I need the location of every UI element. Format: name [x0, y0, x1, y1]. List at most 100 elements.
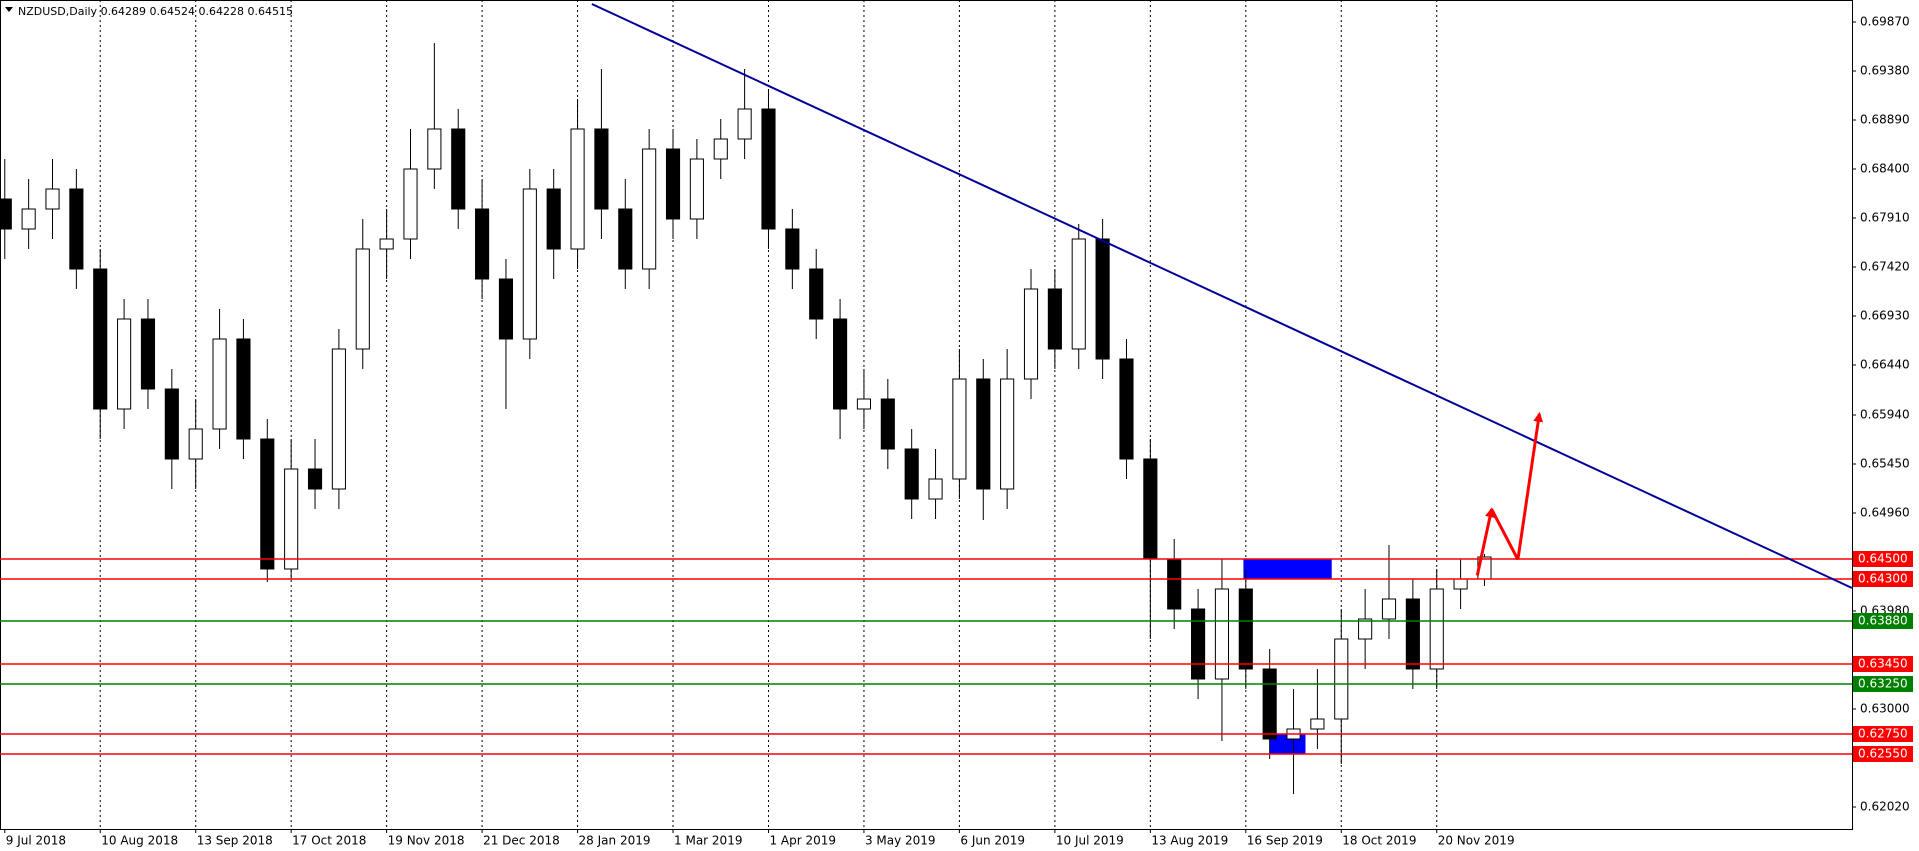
level-label-box — [1853, 726, 1913, 742]
candle-body — [498, 278, 514, 340]
candle-body — [355, 248, 370, 350]
candle-body — [1071, 238, 1086, 350]
y-tick-label: 0.69870 — [1860, 15, 1910, 29]
candle-body — [522, 188, 537, 340]
candle-body — [212, 338, 227, 430]
chart-title: NZDUSD,Daily 0.64289 0.64524 0.64228 0.6… — [18, 5, 293, 18]
candle-body — [0, 198, 12, 230]
candle-body — [642, 148, 657, 270]
candle-body — [284, 468, 299, 570]
level-label-box — [1853, 746, 1913, 762]
candle-body — [665, 148, 681, 220]
candle-body — [1238, 588, 1253, 670]
candle-body — [1000, 378, 1015, 490]
x-tick-label: 6 Jun 2019 — [960, 834, 1025, 848]
candle-body — [1453, 578, 1468, 590]
x-tick-label: 3 May 2019 — [865, 834, 936, 848]
x-tick-label: 9 Jul 2018 — [6, 834, 66, 848]
candle-body — [427, 128, 442, 170]
x-tick-label: 13 Sep 2018 — [197, 834, 273, 848]
candle-body — [880, 398, 895, 450]
y-tick-label: 0.64960 — [1860, 506, 1910, 520]
level-label: 0.63880 — [1858, 614, 1908, 628]
x-tick-label: 19 Nov 2018 — [388, 834, 465, 848]
candle-body — [93, 268, 108, 410]
trendline — [591, 3, 1853, 589]
y-tick-label: 0.68400 — [1860, 162, 1910, 176]
candle-body — [403, 168, 418, 240]
y-tick-label: 0.67910 — [1860, 211, 1910, 225]
candle-body — [952, 378, 967, 480]
candle-body — [236, 338, 251, 440]
candle-body — [331, 348, 346, 490]
candle-body — [570, 128, 585, 250]
level-label-box — [1853, 676, 1913, 692]
y-tick-label: 0.68890 — [1860, 113, 1910, 127]
y-tick-label: 0.63000 — [1860, 702, 1910, 716]
candle-body — [1405, 598, 1420, 670]
candle-body — [1310, 718, 1325, 730]
candle-body — [1191, 608, 1206, 680]
candle-body — [928, 478, 943, 500]
y-tick-label: 0.65450 — [1860, 457, 1910, 471]
candle-body — [69, 188, 84, 270]
candle-body — [1358, 618, 1373, 640]
candle-body — [689, 158, 704, 220]
level-label: 0.62550 — [1858, 747, 1908, 761]
candle-body — [117, 318, 132, 410]
candle-body — [976, 378, 991, 490]
candle-body — [140, 318, 156, 390]
candle-body — [546, 188, 561, 250]
x-tick-label: 21 Dec 2018 — [483, 834, 560, 848]
level-label-box — [1853, 656, 1913, 672]
level-label: 0.64300 — [1858, 572, 1908, 586]
candle-body — [260, 438, 275, 570]
x-tick-label: 1 Mar 2019 — [674, 834, 742, 848]
candle-body — [737, 108, 752, 140]
candle-body — [188, 428, 203, 460]
candle-body — [809, 268, 824, 320]
x-tick-label: 28 Jan 2019 — [579, 834, 651, 848]
y-tick-label: 0.65940 — [1860, 408, 1910, 422]
candle-body — [1214, 588, 1230, 680]
y-tick-label: 0.67420 — [1860, 260, 1910, 274]
x-tick-label: 13 Aug 2019 — [1151, 834, 1228, 848]
candle-body — [1023, 288, 1039, 380]
candle-body — [904, 448, 919, 500]
candle-body — [1262, 668, 1277, 740]
candle-body — [451, 128, 466, 210]
arrow — [1490, 508, 1520, 561]
candle-body — [1047, 288, 1062, 350]
x-tick-label: 16 Sep 2019 — [1247, 834, 1323, 848]
y-tick-label: 0.66930 — [1860, 309, 1910, 323]
arrow — [1475, 507, 1495, 576]
candle-body — [713, 138, 728, 160]
menu-icon[interactable] — [5, 7, 13, 12]
plot-frame — [0, 0, 1853, 830]
candle-body — [379, 238, 394, 250]
level-label-box — [1853, 551, 1913, 567]
candle-body — [1381, 598, 1397, 620]
level-label: 0.62750 — [1858, 727, 1908, 741]
candle-body — [1429, 588, 1444, 670]
candle-body — [307, 468, 323, 490]
zone — [1243, 559, 1332, 579]
candle-body — [1143, 458, 1158, 560]
candle-body — [45, 188, 60, 210]
x-tick-label: 20 Nov 2019 — [1438, 834, 1515, 848]
candle-body — [785, 228, 800, 270]
candle-body — [21, 208, 36, 230]
candle-body — [618, 208, 633, 270]
x-tick-label: 17 Oct 2018 — [292, 834, 366, 848]
level-label-box — [1853, 613, 1913, 629]
candle-body — [1119, 358, 1134, 460]
level-label: 0.63250 — [1858, 677, 1908, 691]
level-label: 0.63450 — [1858, 657, 1908, 671]
arrow — [1516, 411, 1544, 560]
x-tick-label: 10 Jul 2019 — [1056, 834, 1124, 848]
candle-body — [856, 398, 872, 410]
candle-body — [1334, 638, 1349, 720]
candle-body — [594, 128, 609, 210]
y-tick-label: 0.66440 — [1860, 358, 1910, 372]
